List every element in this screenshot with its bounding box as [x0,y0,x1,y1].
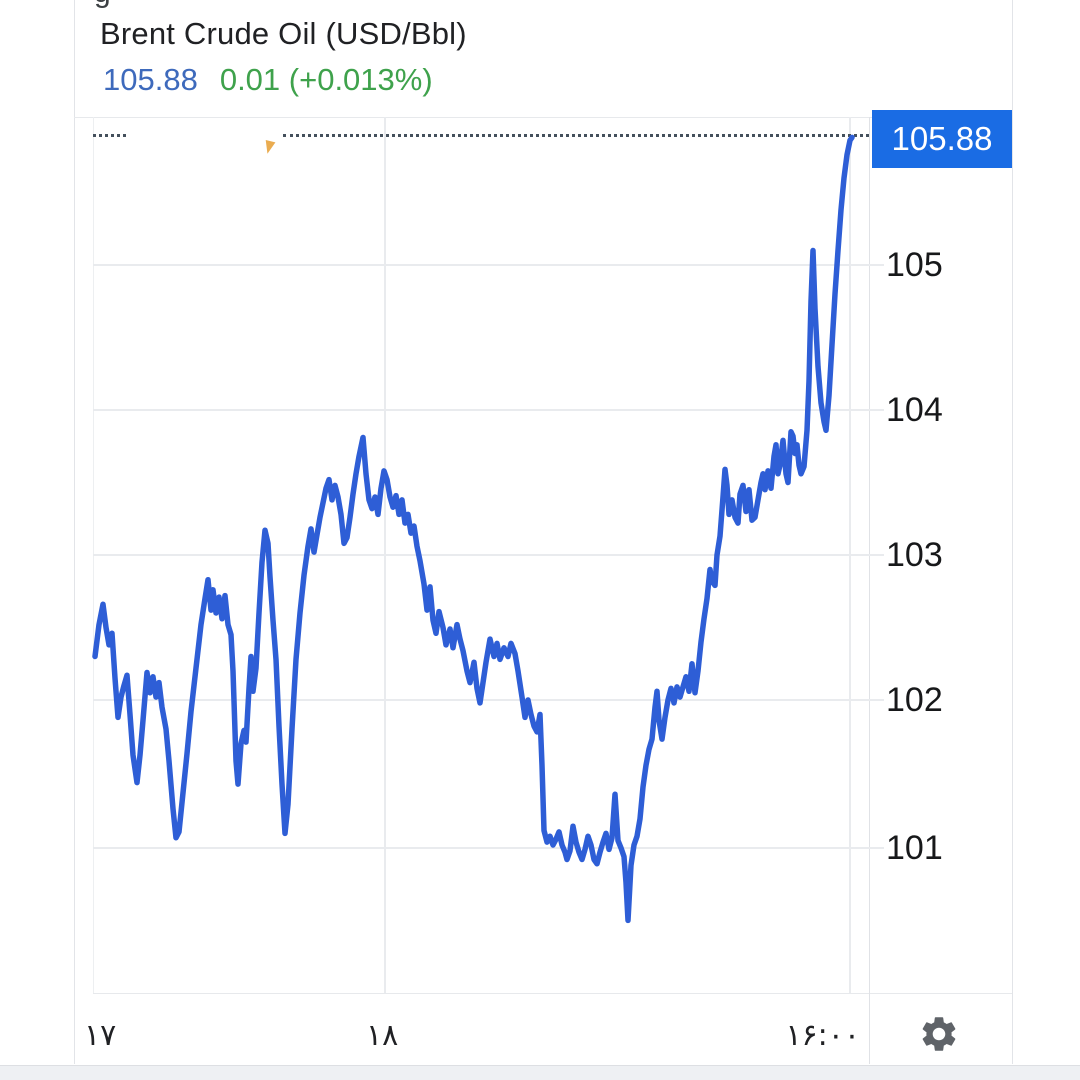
card-left-border [74,0,75,1064]
x-axis-label-0: ۱۷ [84,1018,117,1053]
y-axis-label-101: 101 [886,829,943,867]
x-axis-label-2: ۱۶:۰۰ [785,1018,860,1053]
y-gridline-105 [93,264,884,266]
current-price-dotted-line-1 [283,134,869,137]
card-right-border [1012,0,1013,1064]
plot-right-border [869,117,870,1064]
x-axis-label-1: ۱۸ [366,1018,399,1053]
y-axis-label-103: 103 [886,536,943,574]
current-price-tag: 105.88 [872,110,1012,168]
instrument-title: Brent Crude Oil (USD/Bbl) [100,16,467,51]
x-gridline-0 [384,117,386,993]
y-axis-label-105: 105 [886,246,943,284]
y-axis-label-102: 102 [886,681,943,719]
bottom-margin-strip [0,1065,1080,1080]
y-gridline-103 [93,554,884,556]
gear-icon[interactable] [918,1013,960,1055]
chart-top-divider [74,117,1012,118]
last-price: 105.88 [103,62,198,97]
price-line-svg[interactable] [92,117,870,993]
truncated-header-fragment: g [94,0,138,13]
y-gridline-102 [93,699,884,701]
x-gridline-1 [849,117,851,993]
plot-bottom-border [93,993,1012,994]
y-gridline-104 [93,409,884,411]
y-axis-label-104: 104 [886,391,943,429]
current-price-tag-label: 105.88 [891,120,993,157]
price-change: 0.01 (+0.013%) [219,62,433,97]
price-line-series [92,134,855,924]
quote-row: 105.88 0.01 (+0.013%) [103,62,433,98]
current-price-dotted-line-0 [93,134,126,137]
y-gridline-101 [93,847,884,849]
